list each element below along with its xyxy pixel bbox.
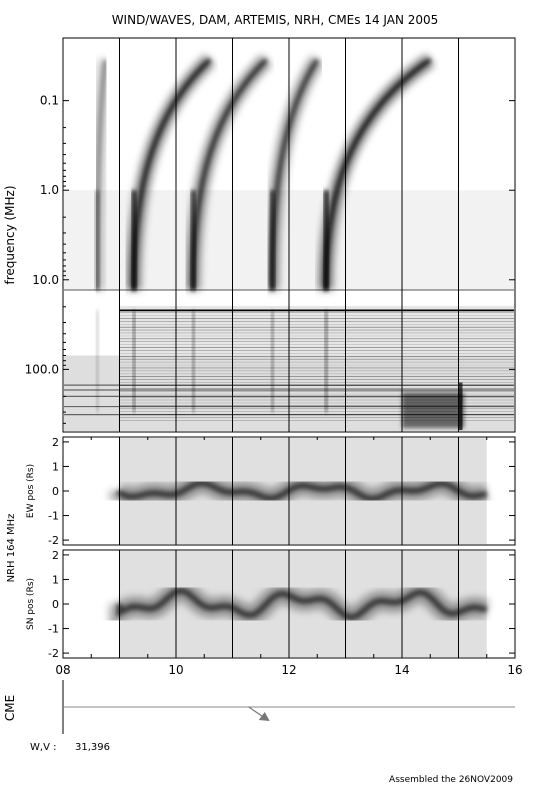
spectrum-hour-lines — [119, 38, 459, 432]
burst-dam-trace — [324, 310, 328, 413]
xtick-label: 12 — [281, 663, 296, 677]
burst-dam-trace — [191, 310, 195, 413]
burst-stem — [131, 190, 137, 291]
band-dam — [119, 306, 514, 356]
sn-panel: -2 -1 0 1 2 SN pos (Rs) — [26, 549, 516, 660]
ytick-label: 10.0 — [32, 273, 59, 287]
burst-dam-trace — [132, 310, 136, 413]
cme-events — [248, 706, 270, 721]
sn-ylabel: SN pos (Rs) — [26, 578, 36, 630]
ytick-label: 0.1 — [40, 94, 59, 108]
ytick-label: 1 — [52, 460, 59, 473]
xtick-label: 14 — [394, 663, 409, 677]
burst-stem — [270, 190, 276, 291]
wv-value: 31,396 — [75, 742, 110, 753]
ew-panel: -2 -1 0 1 2 EW pos (Rs) — [26, 436, 516, 547]
ytick-label: 0 — [52, 485, 59, 498]
sn-data — [109, 551, 490, 657]
ew-yticks: -2 -1 0 1 2 — [48, 436, 515, 547]
cme-arrow-head — [258, 712, 270, 721]
burst-3 — [185, 54, 272, 413]
spectrum-ylabel: frequency (MHz) — [3, 185, 17, 284]
spectrum-panel: 0.1 1.0 10.0 100.0 frequency (MHz) — [3, 37, 516, 433]
cme-ylabel: CME — [3, 695, 17, 721]
burst-2 — [126, 54, 215, 413]
chart-title: WIND/WAVES, DAM, ARTEMIS, NRH, CMEs 14 J… — [112, 13, 439, 27]
sn-yticks: -2 -1 0 1 2 — [48, 549, 515, 660]
xtick-label: 10 — [168, 663, 183, 677]
wv-label: W,V : — [30, 742, 56, 753]
spectrum-bursts — [89, 53, 435, 413]
burst-4 — [265, 56, 324, 413]
burst-stem — [94, 190, 100, 291]
ytick-label: 100.0 — [25, 362, 59, 376]
spectrum-frame — [62, 37, 516, 433]
ew-ylabel: EW pos (Rs) — [26, 464, 36, 518]
spectrum-yticks: 0.1 1.0 10.0 100.0 — [25, 94, 515, 433]
ytick-label: -2 — [48, 534, 59, 547]
ytick-label: -1 — [48, 623, 59, 636]
sn-hour-lines — [119, 550, 459, 658]
dark-block — [402, 392, 465, 428]
ytick-label: -2 — [48, 647, 59, 660]
burst-1 — [89, 58, 113, 413]
ew-hour-lines — [119, 437, 459, 545]
burst-dam-trace — [271, 310, 275, 413]
ytick-label: 2 — [52, 549, 59, 562]
xtick-label: 16 — [507, 663, 522, 677]
nrh-group-label: NRH 164 MHz — [6, 514, 17, 583]
ytick-label: -1 — [48, 510, 59, 523]
ytick-label: 1.0 — [40, 183, 59, 197]
xtick-label: 08 — [55, 663, 70, 677]
burst-stem — [190, 190, 196, 291]
x-axis: 08 10 12 14 16 — [55, 437, 523, 677]
burst-5 — [318, 53, 435, 413]
burst-stem — [323, 190, 329, 291]
ytick-label: 1 — [52, 573, 59, 586]
dark-edge — [458, 382, 463, 430]
burst-dam-trace — [95, 310, 99, 413]
ytick-label: 2 — [52, 436, 59, 449]
assembled-note: Assembled the 26NOV2009 — [389, 775, 513, 785]
cme-panel: CME — [3, 680, 515, 734]
ew-data — [109, 438, 489, 544]
ytick-label: 0 — [52, 598, 59, 611]
